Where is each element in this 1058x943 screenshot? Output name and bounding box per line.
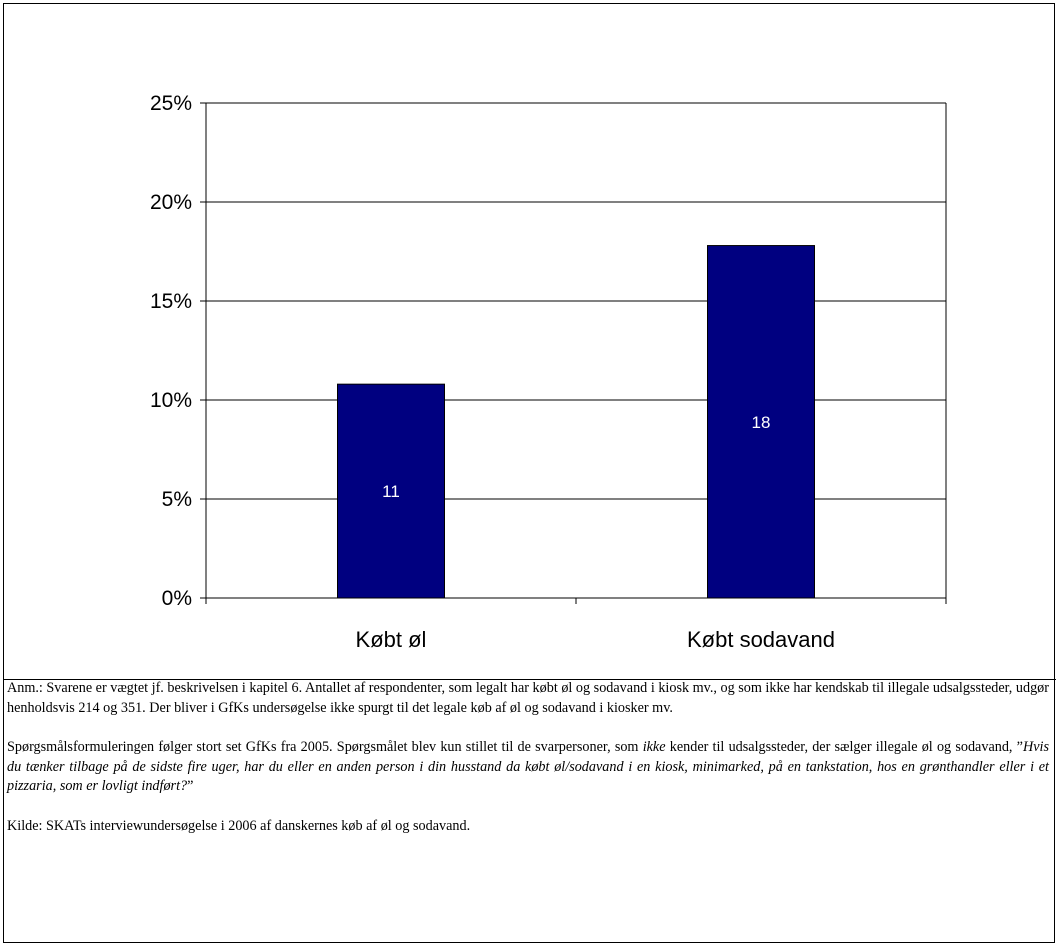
y-tick-label-3: 15% bbox=[150, 290, 192, 313]
x-category-label-0: Købt øl bbox=[356, 627, 427, 652]
note-question: Spørgsmålsformuleringen følger stort set… bbox=[7, 738, 1049, 797]
bar-value-label-1: 18 bbox=[752, 413, 771, 432]
y-tick-label-1: 5% bbox=[162, 488, 192, 511]
y-tick-label-4: 20% bbox=[150, 191, 192, 214]
figure-frame: 0% 5% 10% 15% 20% 25% 11 Købt øl 18 Købt sodavand bbox=[3, 3, 1056, 943]
bar-chart: 0% 5% 10% 15% 20% 25% 11 Købt øl 18 Købt sodavand bbox=[150, 92, 947, 652]
y-tick-label-2: 10% bbox=[150, 389, 192, 412]
note-source: Kilde: SKATs interviewundersøgelse i 200… bbox=[7, 817, 471, 834]
note-anm: Anm.: Svarene er vægtet jf. beskrivelsen… bbox=[7, 680, 1049, 716]
note-question-text: Hvis du tænker tilbage på de sidste fire… bbox=[7, 739, 1049, 794]
chart-area: 0% 5% 10% 15% 20% 25% 11 Købt øl 18 Købt sodavand bbox=[4, 4, 1056, 680]
note-question-part2: kender til udsalgssteder, der sælger ill… bbox=[665, 739, 1023, 755]
figure-notes: Anm.: Svarene er vægtet jf. beskrivelsen… bbox=[7, 679, 1049, 856]
y-tick-label-5: 25% bbox=[150, 92, 192, 115]
bar-value-label-0: 11 bbox=[382, 482, 400, 501]
y-tick-label-0: 0% bbox=[162, 587, 192, 610]
note-question-end: ” bbox=[187, 778, 194, 794]
note-question-part1: Spørgsmålsformuleringen følger stort set… bbox=[7, 739, 643, 755]
note-question-ikke: ikke bbox=[642, 739, 666, 755]
x-category-label-1: Købt sodavand bbox=[687, 627, 835, 652]
